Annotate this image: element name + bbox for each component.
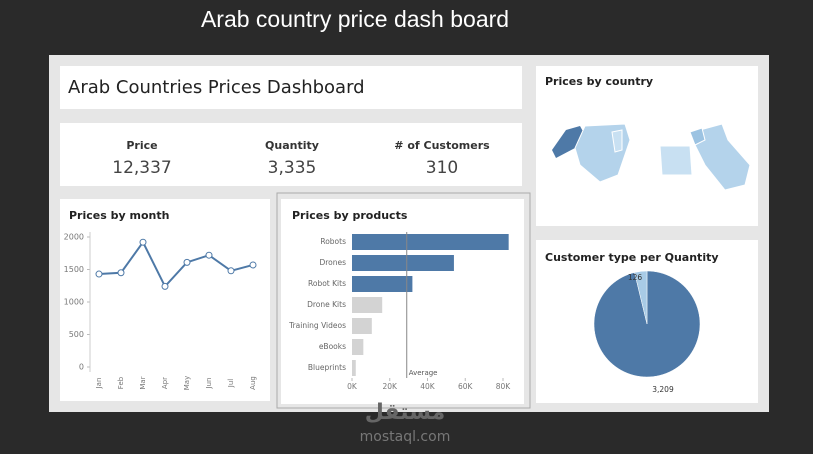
country-shape (659, 145, 693, 176)
kpi-value: 12,337 (112, 158, 171, 178)
data-label: 126 (628, 273, 643, 282)
y-tick-label: 1500 (64, 265, 84, 274)
map (552, 123, 751, 191)
header-card (60, 66, 522, 109)
y-tick-label: 2000 (64, 233, 84, 242)
bar (352, 255, 454, 271)
chart-title: Customer type per Quantity (545, 251, 719, 264)
page-title: Arab country price dash board (201, 6, 509, 32)
line (98, 240, 254, 289)
point (161, 282, 169, 290)
x-tick-label: Apr (161, 377, 169, 389)
chart-title: Prices by products (292, 209, 408, 222)
x-tick-label: 80K (496, 382, 512, 391)
x-tick-label: Mar (139, 376, 147, 389)
point (249, 261, 257, 269)
point (139, 238, 147, 246)
x-tick-label: Aug (249, 376, 257, 390)
y-tick-label: Robot Kits (308, 279, 346, 288)
pie-slice (634, 270, 648, 325)
x-tick-label: 60K (458, 382, 474, 391)
point (117, 269, 125, 277)
bar (352, 318, 372, 334)
y-tick-label: Drones (319, 258, 346, 267)
y-tick-label: 0 (79, 363, 84, 372)
point (95, 270, 103, 278)
y-tick-label: Blueprints (308, 363, 346, 372)
y-tick-label: 500 (69, 330, 84, 339)
x-tick-label: Feb (117, 376, 125, 389)
y-tick-label: eBooks (319, 342, 346, 351)
y-tick-label: 1000 (64, 298, 84, 307)
x-tick-label: Jun (205, 378, 213, 390)
kpi-card (60, 123, 522, 186)
kpi-value: 310 (426, 158, 458, 178)
point (183, 258, 191, 266)
point (205, 251, 213, 259)
x-tick-label: Jan (95, 378, 103, 390)
country-shape (689, 127, 706, 146)
y-tick-label: Drone Kits (307, 300, 346, 309)
bar (352, 360, 356, 376)
x-tick-label: 0K (347, 382, 358, 391)
kpi-label: # of Customers (394, 139, 490, 152)
data-label: 3,209 (652, 385, 674, 394)
line-card (60, 199, 270, 401)
kpi-value: 3,335 (268, 158, 317, 178)
reference-label: Average (409, 369, 438, 377)
x-tick-label: Jul (227, 379, 235, 389)
country-shape (694, 123, 751, 191)
watermark-logo: مستقل (365, 400, 445, 425)
bar-card (281, 199, 524, 404)
x-tick-label: 20K (383, 382, 399, 391)
x-tick-label: May (183, 376, 191, 390)
country-shape (552, 126, 585, 158)
kpi-label: Price (126, 139, 157, 152)
y-tick-label: Robots (320, 237, 346, 246)
chart-title: Prices by country (545, 75, 653, 88)
y-tick-label: Training Videos (288, 321, 346, 330)
point (227, 267, 235, 275)
country-shape (611, 129, 623, 153)
kpi-label: Quantity (265, 139, 319, 152)
chart-title: Prices by month (69, 209, 169, 222)
bar (352, 276, 413, 292)
dashboard-title: Arab Countries Prices Dashboard (68, 77, 365, 98)
bar (352, 297, 383, 313)
watermark-site: mostaql.com (360, 429, 451, 445)
bar (352, 339, 364, 355)
bar (352, 234, 509, 250)
x-tick-label: 40K (420, 382, 436, 391)
